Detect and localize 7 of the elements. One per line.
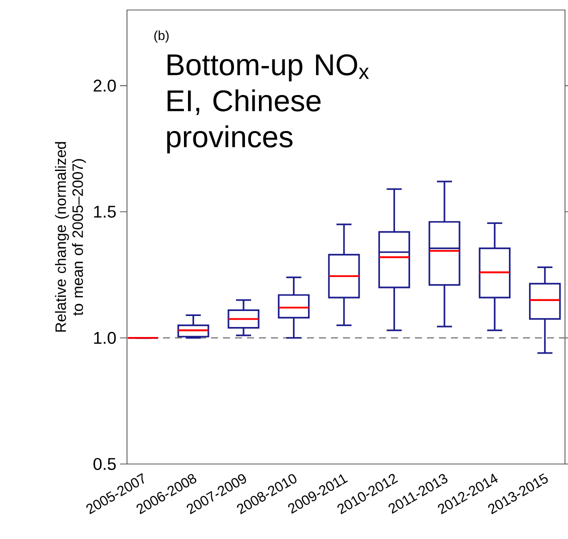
y-tick-label: 2.0 bbox=[94, 80, 116, 92]
y-tick-label: 0.5 bbox=[93, 458, 116, 470]
y-axis-title: Relative change (normalized to mean of 2005–2007) bbox=[54, 142, 86, 332]
text: Bottom-up NO$_{x}$ EI, Chinese provinces bbox=[167, 54, 369, 154]
y-tick-label: 1.5 bbox=[94, 206, 116, 218]
y-tick-label: 1.0 bbox=[94, 332, 116, 344]
annotation: (b) bbox=[154, 30, 169, 43]
